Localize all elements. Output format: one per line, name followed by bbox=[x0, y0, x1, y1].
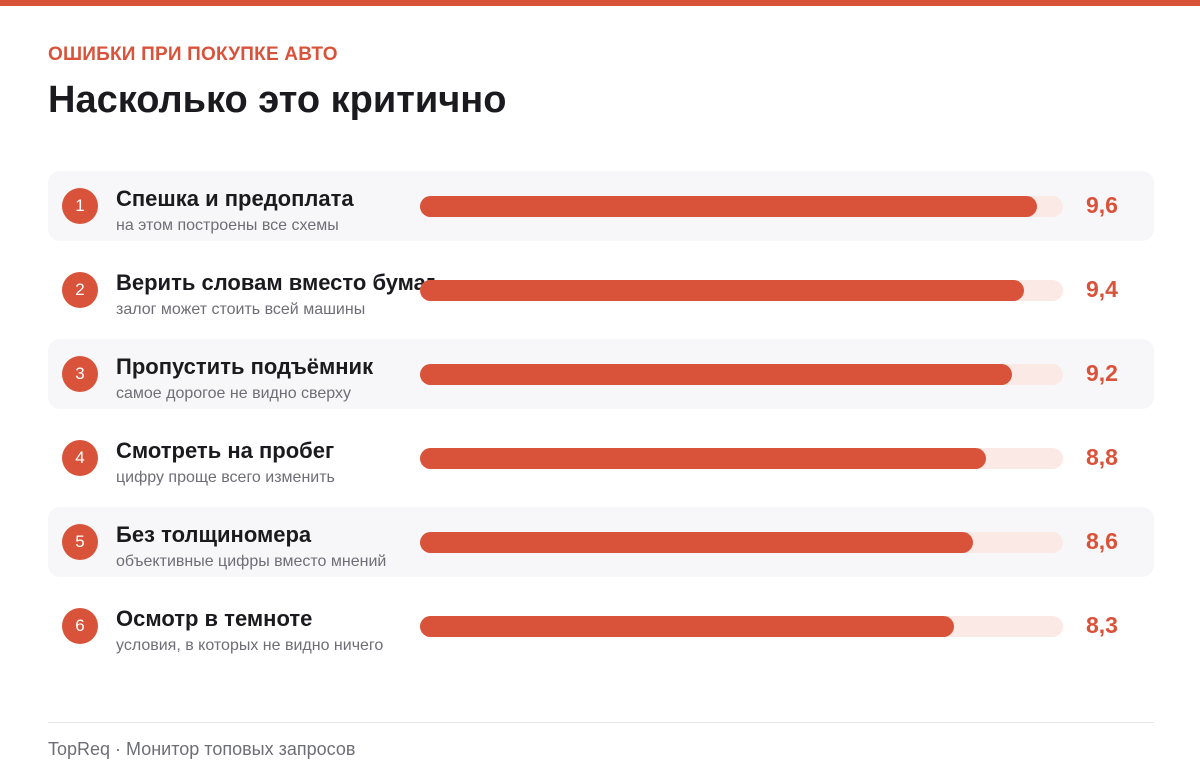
footer-divider bbox=[48, 722, 1154, 723]
bar-value-label: 8,6 bbox=[1086, 528, 1118, 554]
bar-track bbox=[420, 448, 1063, 469]
bar-fill bbox=[420, 196, 1038, 217]
bar-fill bbox=[420, 280, 1025, 301]
bar-track bbox=[420, 280, 1063, 301]
bar-label: Верить словам вместо бумаг bbox=[116, 270, 436, 295]
bar-fill bbox=[420, 616, 954, 637]
bar-track bbox=[420, 532, 1063, 553]
bar-label: Без толщиномера bbox=[116, 522, 312, 547]
rank-badge: 1 bbox=[62, 188, 98, 224]
bar-sublabel: на этом построены все схемы bbox=[116, 217, 339, 234]
rank-badge: 4 bbox=[62, 440, 98, 476]
bar-label: Осмотр в темноте bbox=[116, 606, 313, 631]
bar-fill bbox=[420, 448, 986, 469]
bar-value-label: 9,4 bbox=[1086, 276, 1118, 302]
chart-title: Насколько это критично bbox=[48, 79, 507, 121]
rank-badge: 5 bbox=[62, 524, 98, 560]
rank-badge: 6 bbox=[62, 608, 98, 644]
ranking-chart: 1 Спешка и предоплата на этом построены … bbox=[48, 171, 1154, 675]
bar-label: Спешка и предоплата bbox=[116, 186, 354, 211]
bar-value-label: 8,3 bbox=[1086, 612, 1118, 638]
rank-badge: 2 bbox=[62, 272, 98, 308]
bar-sublabel: цифру проще всего изменить bbox=[116, 469, 335, 486]
bar-sublabel: залог может стоить всей машины bbox=[116, 301, 366, 318]
bar-label: Смотреть на пробег bbox=[116, 438, 335, 463]
top-accent-stripe bbox=[0, 0, 1200, 6]
bar-label: Пропустить подъёмник bbox=[116, 354, 374, 379]
rank-badge: 3 bbox=[62, 356, 98, 392]
bar-value-label: 9,2 bbox=[1086, 360, 1118, 386]
bar-fill bbox=[420, 532, 973, 553]
bar-track bbox=[420, 364, 1063, 385]
bar-track bbox=[420, 196, 1063, 217]
bar-sublabel: объективные цифры вместо мнений bbox=[116, 553, 387, 570]
bar-sublabel: условия, в которых не видно ничего bbox=[116, 637, 384, 654]
bar-row: 6 Осмотр в темноте условия, в которых не… bbox=[48, 591, 1154, 661]
bar-row: 4 Смотреть на пробег цифру проще всего и… bbox=[48, 423, 1154, 493]
footer-source: TopReq · Монитор топовых запросов bbox=[48, 739, 356, 759]
bar-value-label: 8,8 bbox=[1086, 444, 1118, 470]
bar-track bbox=[420, 616, 1063, 637]
bar-row: 2 Верить словам вместо бумаг залог может… bbox=[48, 255, 1154, 325]
bar-value-label: 9,6 bbox=[1086, 192, 1118, 218]
section-kicker: ОШИБКИ ПРИ ПОКУПКЕ АВТО bbox=[48, 44, 338, 65]
bar-row: 3 Пропустить подъёмник самое дорогое не … bbox=[48, 339, 1154, 409]
bar-fill bbox=[420, 364, 1012, 385]
bar-row: 1 Спешка и предоплата на этом построены … bbox=[48, 171, 1154, 241]
bar-sublabel: самое дорогое не видно сверху bbox=[116, 385, 351, 402]
bar-row: 5 Без толщиномера объективные цифры вмес… bbox=[48, 507, 1154, 577]
